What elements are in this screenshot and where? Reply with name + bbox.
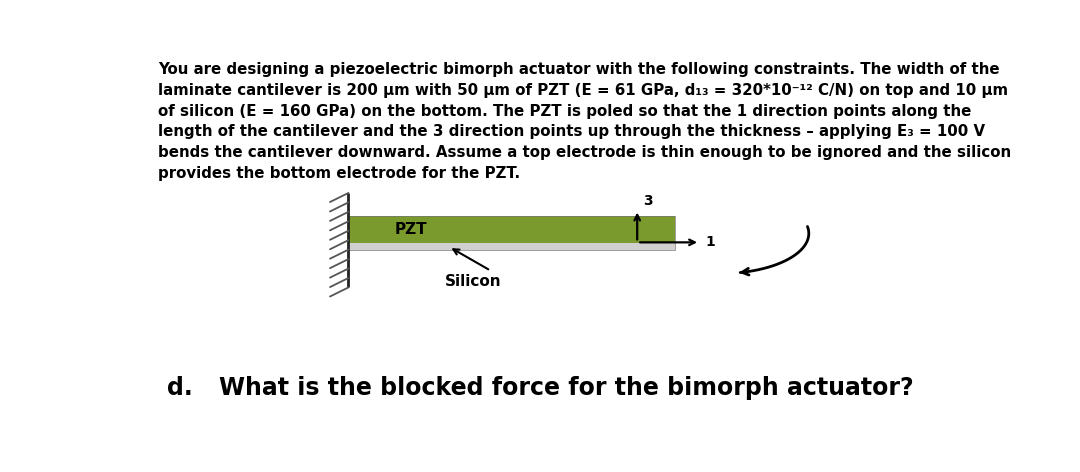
Text: What is the blocked force for the bimorph actuator?: What is the blocked force for the bimorp… xyxy=(218,376,914,400)
Bar xyxy=(349,216,675,244)
Text: 3: 3 xyxy=(643,194,652,208)
Text: Silicon: Silicon xyxy=(445,274,501,288)
Text: PZT: PZT xyxy=(394,222,427,237)
Text: 1: 1 xyxy=(706,236,716,249)
Text: You are designing a piezoelectric bimorph actuator with the following constraint: You are designing a piezoelectric bimorp… xyxy=(159,62,1012,181)
Text: d.: d. xyxy=(166,376,192,400)
Bar xyxy=(349,244,675,250)
Bar xyxy=(349,216,675,250)
